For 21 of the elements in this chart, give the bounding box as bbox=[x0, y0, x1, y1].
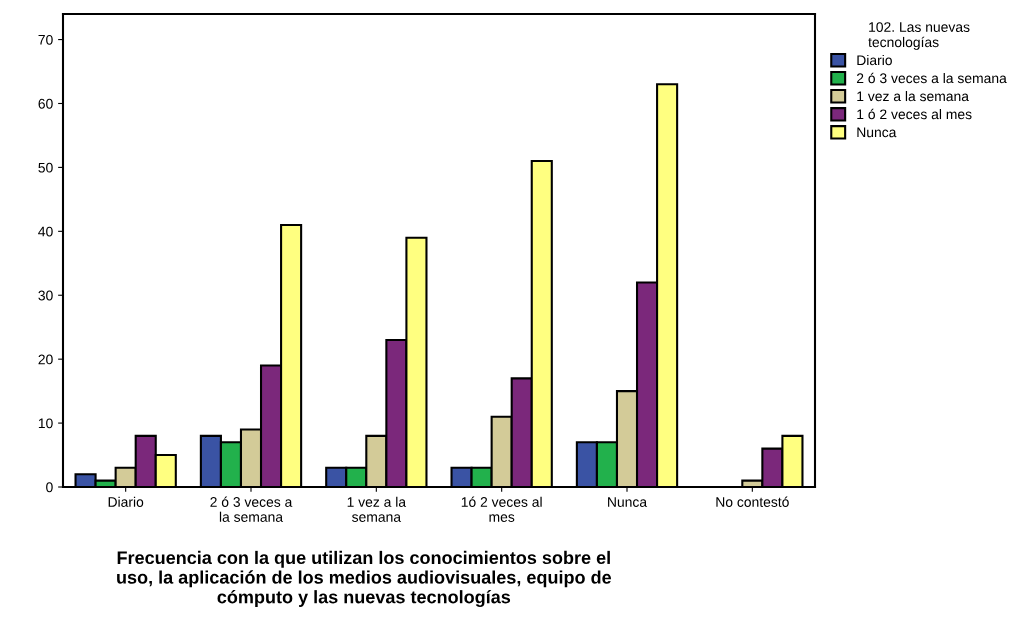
legend-label: 2 ó 3 veces a la semana bbox=[856, 72, 1007, 84]
y-tick-label: 40 bbox=[38, 226, 53, 237]
x-tick-label: Diario bbox=[108, 496, 144, 507]
y-tick-label: 10 bbox=[38, 418, 53, 429]
y-tick-label: 0 bbox=[46, 482, 53, 493]
y-tick-label: 50 bbox=[38, 162, 53, 173]
y-tick-label: 60 bbox=[38, 98, 53, 109]
y-tick-label: 30 bbox=[38, 290, 53, 301]
x-tick-label: 1 vez a la semana bbox=[347, 496, 407, 522]
legend-label: 1 vez a la semana bbox=[857, 90, 969, 102]
y-tick-label: 70 bbox=[38, 34, 53, 45]
x-tick-label: 2 ó 3 veces a la semana bbox=[210, 496, 293, 522]
legend-label: Diario bbox=[857, 54, 892, 66]
x-axis-title: Frecuencia con la que utilizan los conocimientos sobre el uso, la aplicación de los medios audiovisuales, equipo de cómputo y las nuevas tecnologías bbox=[117, 550, 612, 608]
legend-label: Nunca bbox=[857, 127, 897, 138]
x-tick-label: Nunca bbox=[608, 497, 648, 507]
legend-title: 102. Las nuevas tecnologías bbox=[868, 22, 970, 50]
y-tick-label: 20 bbox=[38, 354, 53, 365]
legend-label: 1 ó 2 veces al mes bbox=[857, 108, 972, 120]
x-tick-label: 1ó 2 veces al mes bbox=[461, 496, 542, 522]
x-tick-label: No contestó bbox=[716, 496, 789, 507]
